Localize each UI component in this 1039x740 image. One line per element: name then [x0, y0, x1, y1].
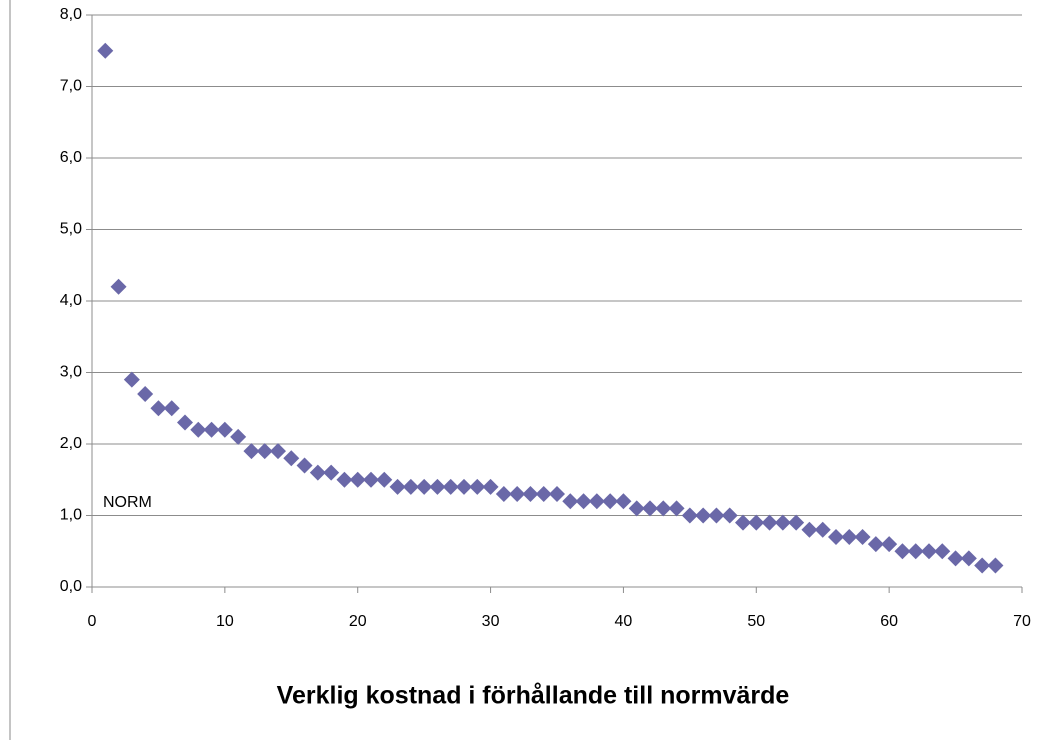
- marker: [389, 478, 406, 495]
- marker: [376, 471, 393, 488]
- marker: [216, 421, 233, 438]
- marker: [123, 371, 140, 388]
- marker: [363, 471, 379, 488]
- marker: [894, 543, 911, 560]
- x-tick-label: 70: [1013, 613, 1031, 630]
- y-tick-label: 0,0: [60, 578, 82, 595]
- marker: [867, 536, 884, 553]
- marker: [721, 507, 738, 524]
- marker: [296, 457, 313, 474]
- marker: [748, 514, 765, 531]
- marker: [588, 493, 605, 510]
- marker: [177, 414, 193, 431]
- marker: [495, 486, 512, 503]
- x-tick-label: 0: [88, 613, 97, 630]
- marker: [402, 478, 419, 495]
- x-tick-label: 30: [482, 613, 500, 630]
- marker: [575, 493, 592, 510]
- x-tick-label: 60: [880, 613, 898, 630]
- y-tick-label: 4,0: [60, 292, 82, 309]
- marker: [243, 443, 260, 460]
- y-tick-label: 8,0: [60, 6, 82, 23]
- marker: [602, 493, 619, 510]
- marker: [774, 514, 791, 531]
- marker: [150, 400, 167, 417]
- marker: [987, 557, 1004, 574]
- y-tick-label: 2,0: [60, 435, 82, 452]
- marker: [549, 486, 565, 503]
- marker: [881, 536, 898, 553]
- y-tick-label: 7,0: [60, 78, 82, 95]
- x-tick-label: 10: [216, 613, 234, 630]
- marker: [695, 507, 712, 524]
- marker: [190, 421, 207, 438]
- marker: [788, 514, 805, 531]
- marker: [110, 278, 127, 295]
- marker: [655, 500, 672, 517]
- marker: [456, 478, 472, 495]
- marker: [163, 400, 180, 417]
- marker: [97, 42, 114, 59]
- x-tick-label: 40: [615, 613, 633, 630]
- marker: [761, 514, 778, 531]
- marker: [442, 478, 459, 495]
- chart-title: Verklig kostnad i förhållande till normv…: [277, 682, 790, 710]
- marker: [708, 507, 725, 524]
- marker: [429, 478, 446, 495]
- marker: [270, 443, 286, 460]
- marker: [283, 450, 300, 467]
- marker: [628, 500, 645, 517]
- marker: [907, 543, 924, 560]
- marker: [960, 550, 977, 567]
- marker: [735, 514, 751, 531]
- marker: [854, 528, 871, 545]
- x-tick-label: 20: [349, 613, 367, 630]
- marker: [522, 486, 539, 503]
- marker: [814, 521, 831, 538]
- y-tick-label: 6,0: [60, 149, 82, 166]
- marker: [681, 507, 698, 524]
- y-tick-label: 3,0: [60, 364, 82, 381]
- y-tick-label: 5,0: [60, 221, 82, 238]
- marker: [562, 493, 579, 510]
- marker: [668, 500, 685, 517]
- marker: [841, 528, 858, 545]
- marker: [482, 478, 499, 495]
- marker: [974, 557, 991, 574]
- marker: [336, 471, 353, 488]
- marker: [934, 543, 951, 560]
- marker: [828, 528, 844, 545]
- x-tick-label: 50: [747, 613, 765, 630]
- marker: [642, 500, 658, 517]
- marker: [535, 486, 552, 503]
- marker: [416, 478, 433, 495]
- marker: [230, 428, 247, 445]
- marker: [203, 421, 220, 438]
- marker: [349, 471, 366, 488]
- marker: [509, 486, 526, 503]
- marker: [801, 521, 818, 538]
- annotation: NORM: [103, 494, 152, 511]
- marker: [469, 478, 486, 495]
- y-tick-label: 1,0: [60, 507, 82, 524]
- marker: [615, 493, 632, 510]
- marker: [309, 464, 326, 481]
- marker: [256, 443, 273, 460]
- marker: [137, 385, 154, 402]
- marker: [947, 550, 964, 567]
- marker: [921, 543, 937, 560]
- marker: [323, 464, 340, 481]
